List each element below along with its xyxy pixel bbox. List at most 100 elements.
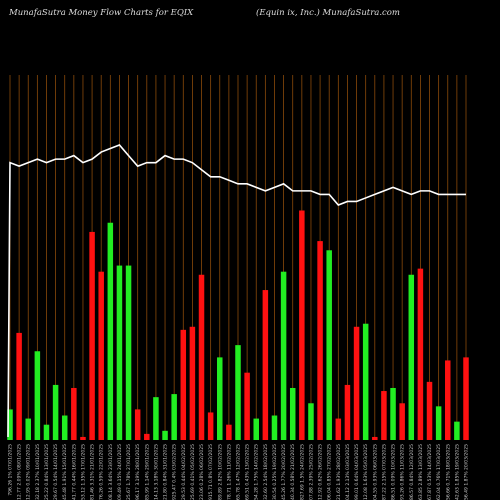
bar-23 (207, 412, 214, 440)
bar-18 (162, 430, 168, 440)
bar-11 (98, 271, 104, 440)
x-tick-label: 806.04 0.85% 27/02/2025 (327, 444, 333, 500)
bar-3 (25, 418, 31, 440)
x-tick-label: 799.01 0.64% 04/03/2025 (354, 444, 360, 500)
bar-13 (116, 265, 123, 440)
money-flow-line (7, 144, 466, 438)
bar-19 (171, 394, 177, 440)
x-tick-label: 793.26 0.86% 11/03/2025 (400, 444, 406, 500)
x-tick-label: 869.51 0.43% 13/02/2025 (245, 444, 251, 500)
x-tick-label: 821.62 1.93% 28/02/2025 (336, 444, 342, 500)
x-tick-label: 829.67 0.54% 14/01/2025 (53, 444, 59, 500)
x-tick-label: 787.22 2.15% 07/03/2025 (381, 444, 387, 500)
x-tick-label: 914.13 3.18% 30/01/2025 (153, 444, 159, 500)
bar-51 (463, 357, 469, 440)
x-tick-label: 804.12 2.13% 03/03/2025 (345, 444, 351, 500)
x-tick-label: 865.78 1.47% 12/02/2025 (236, 444, 242, 500)
x-tick-label: 804.55 0.93% 06/03/2025 (372, 444, 378, 500)
chart-title-right: (Equin ix, Inc.) MunafaSutra.com (256, 8, 400, 18)
bar-17 (153, 397, 159, 440)
x-tick-label: 885.99 1.14% 29/01/2025 (144, 444, 150, 500)
bar-5 (43, 424, 50, 440)
bar-12 (107, 222, 114, 440)
bar-8 (71, 387, 77, 440)
x-tick-label: 786.51 0.09% 10/03/2025 (391, 444, 397, 500)
bar-21 (189, 326, 196, 440)
bar-20 (180, 329, 187, 440)
x-tick-label: 845.26 1.77% 20/02/2025 (281, 444, 287, 500)
bar-29 (262, 290, 269, 440)
x-tick-label: 763.85 2.89% 13/03/2025 (418, 444, 424, 500)
bar-32 (289, 387, 296, 440)
bar-15 (134, 409, 141, 440)
x-tick-label: 925.47 0.4% 03/02/2025 (172, 444, 178, 500)
bar-37 (335, 418, 342, 440)
bar-36 (326, 250, 332, 440)
x-tick-label: 832.18 2.37% 10/01/2025 (35, 444, 41, 500)
bar-31 (280, 271, 287, 440)
x-tick-label: 925.67 1.78% 27/01/2025 (126, 444, 132, 500)
x-tick-label: 812.95 0.02% 09/01/2025 (26, 444, 32, 500)
bar-24 (217, 357, 223, 440)
bar-4 (34, 351, 41, 440)
x-tick-label: 812.92 0.62% 26/02/2025 (318, 444, 324, 500)
bar-16 (144, 433, 150, 440)
x-tick-label: 827.69 1.5% 24/02/2025 (299, 444, 305, 500)
bar-28 (253, 418, 259, 440)
x-tick-label: 889.89 2.82% 10/02/2025 (217, 444, 223, 500)
bar-2 (16, 332, 22, 440)
bar-38 (344, 384, 351, 440)
bar-50 (454, 421, 460, 440)
x-tick-label: 756.49 1.87% 20/03/2025 (464, 444, 470, 500)
bar-44 (399, 403, 405, 440)
bar-25 (226, 424, 232, 440)
bar-34 (308, 403, 314, 440)
x-tick-label: 807.88 2.39% 25/02/2025 (308, 444, 314, 500)
x-tick-label: 832.60 2.54% 18/02/2025 (263, 444, 269, 500)
bar-30 (271, 415, 278, 440)
x-tick-label: 845.48 1.91% 15/01/2025 (62, 444, 68, 500)
x-tick-label: 909.49 0.15% 24/01/2025 (117, 444, 123, 500)
x-tick-label: 923.06 0.28% 06/02/2025 (199, 444, 205, 500)
bar-14 (125, 265, 132, 440)
bar-47 (426, 381, 433, 440)
x-tick-label: 876.26 0.59% 22/01/2025 (99, 444, 105, 500)
x-tick-labels: 796.26 1% 07/01/2025 812.77 2.09% 08/01/2… (8, 444, 470, 500)
x-tick-label: 841.77 0.44% 16/01/2025 (71, 444, 77, 500)
bar-7 (61, 415, 68, 440)
x-tick-label: 925.69 0.41% 05/02/2025 (190, 444, 196, 500)
bar-48 (435, 406, 442, 440)
bar-49 (445, 360, 451, 440)
bar-42 (381, 391, 387, 440)
x-tick-label: 840.34 0.58% 21/02/2025 (290, 444, 296, 500)
x-tick-label: 881.46 3.31% 21/01/2025 (90, 444, 96, 500)
bar-45 (408, 274, 415, 440)
bar-9 (80, 436, 86, 440)
x-tick-label: 812.08 1.63% 05/03/2025 (363, 444, 369, 500)
chart-title-left: MunafaSutra Money Flow Charts for EQIX (9, 8, 194, 18)
x-tick-label: 896.17 3.19% 28/01/2025 (135, 444, 141, 500)
bar-40 (362, 323, 369, 440)
bar-6 (52, 384, 59, 440)
x-tick-label: 825.22 0.84% 13/01/2025 (44, 444, 50, 500)
x-tick-label: 915.71 0.8% 07/02/2025 (208, 444, 214, 500)
x-tick-label: 742.63 1.85% 19/03/2025 (454, 444, 460, 500)
bar-series (7, 210, 469, 440)
x-tick-label: 929.53 0.44% 04/02/2025 (181, 444, 187, 500)
x-tick-label: 830.54 0.25% 19/02/2025 (272, 444, 278, 500)
bar-46 (417, 268, 424, 440)
x-tick-label: 756.66 0.71% 18/03/2025 (445, 444, 451, 500)
x-tick-label: 762.04 0.76% 17/03/2025 (436, 444, 442, 500)
bar-10 (89, 231, 95, 440)
x-tick-label: 767.87 0.53% 14/03/2025 (427, 444, 433, 500)
bar-33 (299, 210, 305, 440)
x-tick-label: 796.26 1% 07/01/2025 (8, 444, 14, 496)
bar-22 (198, 274, 205, 440)
x-tick-label: 854.28 1.75% 14/02/2025 (254, 444, 260, 500)
bar-27 (244, 372, 250, 440)
x-tick-label: 812.77 2.09% 08/01/2025 (17, 444, 23, 500)
x-tick-label: 921.80 0.84% 31/01/2025 (163, 444, 169, 500)
bar-41 (372, 436, 378, 440)
